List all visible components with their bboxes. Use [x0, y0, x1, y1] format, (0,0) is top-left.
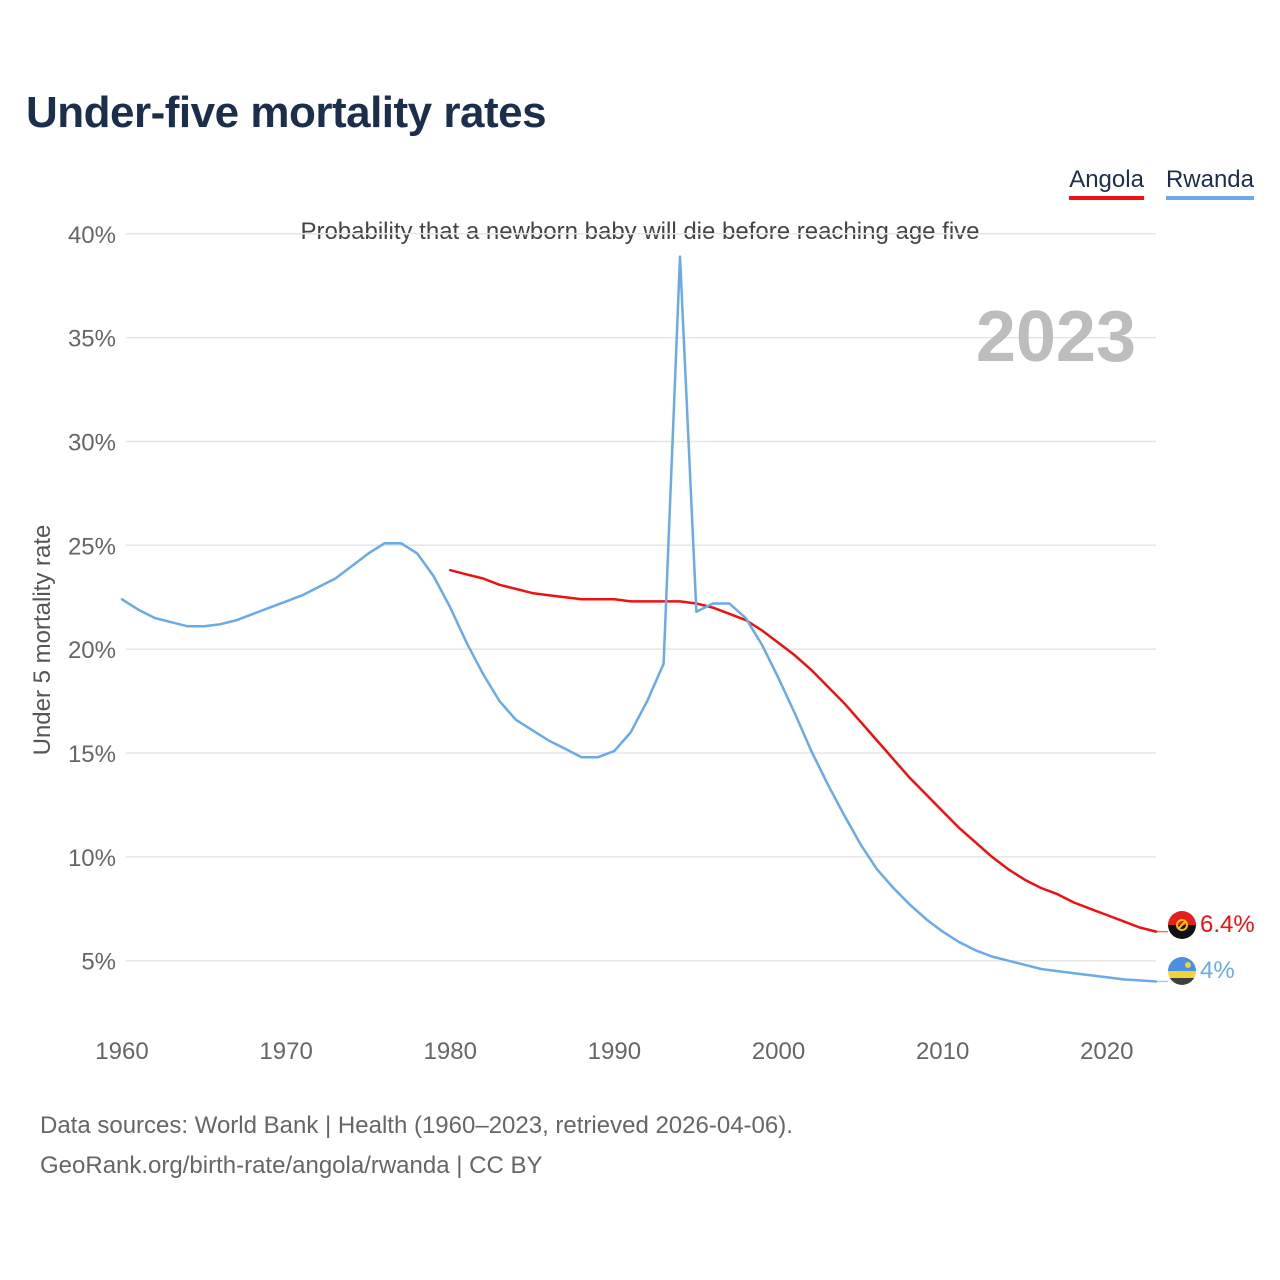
- x-axis-ticks: 1960 1970 1980 1990 2000 2010 2020: [95, 1038, 1133, 1065]
- angola-flag-icon: [1168, 911, 1196, 939]
- line-chart: 5% 10% 15% 20% 25% 30% 35% 40% 1960 1970 1980 1990…: [29, 222, 1255, 1065]
- legend-item-angola[interactable]: Angola: [1069, 166, 1144, 200]
- year-watermark: 2023: [976, 297, 1136, 377]
- angola-end-value: 6.4%: [1200, 911, 1255, 938]
- y-tick-label: 35%: [68, 326, 116, 353]
- y-axis-label: Under 5 mortality rate: [29, 525, 56, 756]
- series-line-rwanda: [120, 255, 1158, 983]
- legend: Angola Rwanda: [1069, 166, 1254, 200]
- legend-item-rwanda[interactable]: Rwanda: [1165, 166, 1254, 200]
- y-axis-ticks: 5% 10% 15% 20% 25% 30% 35% 40%: [68, 222, 116, 976]
- y-tick-label: 40%: [68, 222, 116, 249]
- data-source-note: Data sources: World Bank | Health (1960–…: [40, 1112, 793, 1139]
- x-tick-label: 1990: [588, 1038, 641, 1065]
- y-tick-label: 20%: [68, 637, 116, 664]
- footer: Data sources: World Bank | Health (1960–…: [40, 1106, 793, 1186]
- x-tick-label: 1970: [259, 1038, 312, 1065]
- y-tick-label: 25%: [68, 533, 116, 560]
- chart-title: Under-five mortality rates: [26, 88, 547, 137]
- series-lines: [120, 255, 1168, 983]
- source-link[interactable]: GeoRank.org/birth-rate/angola/rwanda | C…: [40, 1152, 543, 1179]
- y-tick-label: 15%: [68, 741, 116, 768]
- chart-subtitle: Probability that a newborn baby will die…: [300, 218, 980, 245]
- x-tick-label: 1960: [95, 1038, 148, 1065]
- x-tick-label: 2000: [752, 1038, 805, 1065]
- y-tick-label: 5%: [81, 949, 116, 976]
- grid-lines: [126, 233, 1156, 962]
- y-tick-label: 30%: [68, 429, 116, 456]
- y-tick-label: 10%: [68, 845, 116, 872]
- rwanda-flag-icon: [1168, 957, 1196, 985]
- x-tick-label: 2020: [1080, 1038, 1133, 1065]
- rwanda-end-value: 4%: [1200, 957, 1235, 984]
- x-tick-label: 1980: [424, 1038, 477, 1065]
- x-tick-label: 2010: [916, 1038, 969, 1065]
- series-line-angola: [449, 568, 1158, 933]
